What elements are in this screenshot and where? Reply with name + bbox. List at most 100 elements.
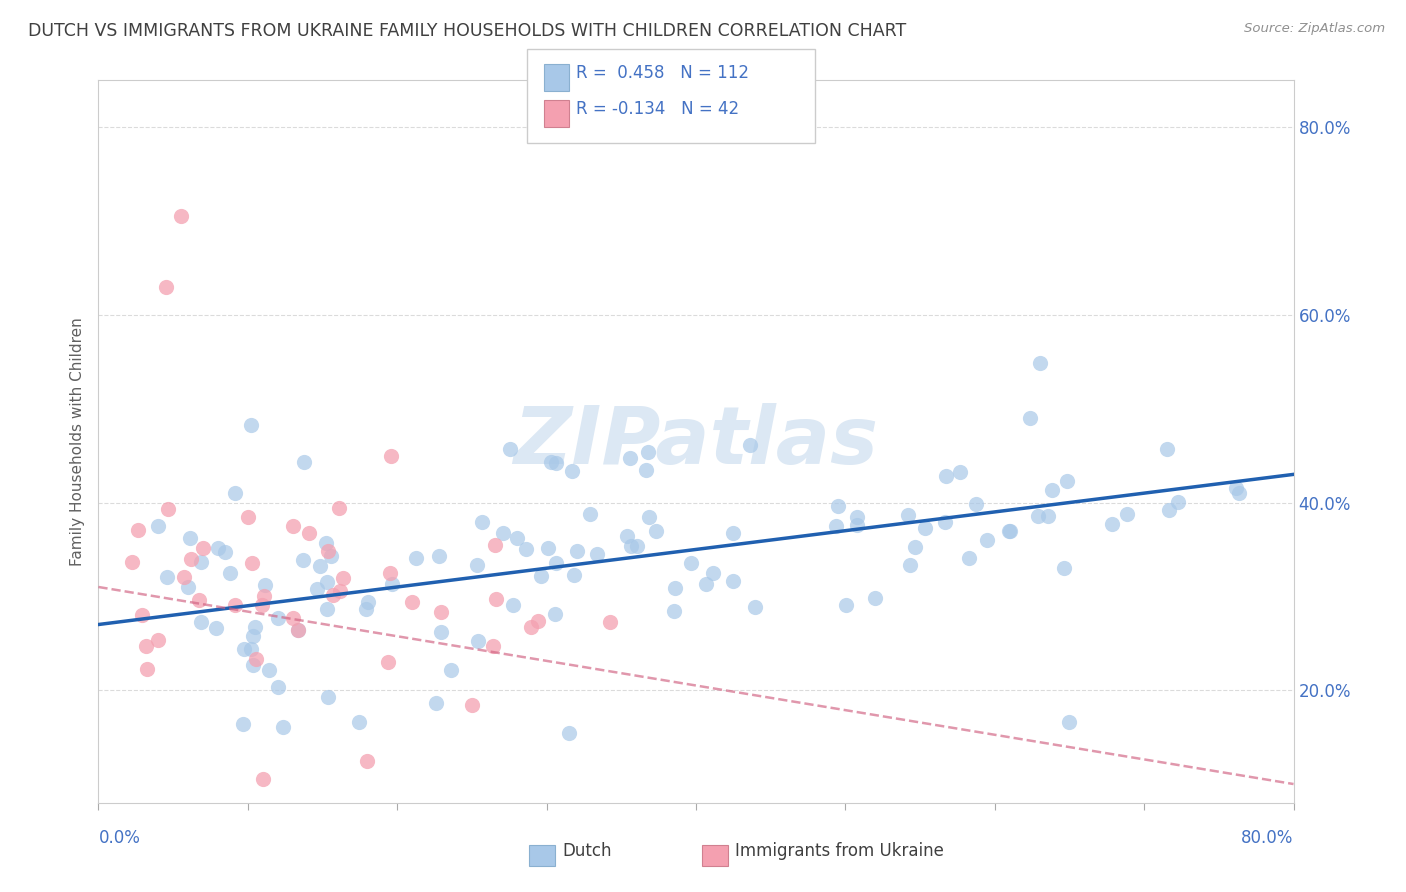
Point (136, 662, 159, 676)
Point (863, 591, 886, 606)
Point (544, 607, 567, 621)
Text: R = -0.134   N = 42: R = -0.134 N = 42 (576, 100, 740, 118)
Point (1227, 486, 1250, 500)
Point (579, 507, 602, 521)
Point (354, 602, 377, 616)
Point (316, 544, 339, 558)
Point (253, 589, 276, 603)
Text: 80.0%: 80.0% (1241, 829, 1294, 847)
Point (934, 516, 956, 530)
Point (998, 524, 1021, 538)
Point (427, 549, 450, 563)
Point (835, 598, 858, 612)
Point (485, 592, 508, 607)
Point (898, 558, 921, 573)
Point (1167, 495, 1189, 509)
Point (481, 639, 503, 653)
Point (1157, 502, 1180, 516)
Point (544, 456, 567, 470)
Point (721, 525, 744, 540)
Point (695, 577, 717, 591)
Point (146, 633, 169, 648)
Text: Source: ZipAtlas.com: Source: ZipAtlas.com (1244, 22, 1385, 36)
Point (309, 558, 332, 573)
Point (1225, 481, 1247, 495)
Point (287, 623, 309, 637)
Point (239, 418, 262, 433)
Point (461, 698, 484, 713)
Point (914, 521, 936, 535)
Point (439, 664, 461, 678)
Point (738, 438, 761, 452)
Point (156, 570, 179, 584)
Point (515, 541, 537, 556)
Point (316, 601, 339, 615)
Point (242, 629, 264, 643)
Point (242, 658, 264, 673)
Point (564, 568, 586, 582)
Point (250, 598, 273, 612)
Point (620, 539, 643, 553)
Point (520, 620, 543, 634)
Point (1029, 356, 1052, 370)
Point (467, 634, 489, 648)
Point (173, 570, 195, 584)
Point (998, 524, 1021, 539)
Point (243, 620, 266, 634)
Point (236, 509, 259, 524)
Bar (529, 846, 555, 865)
Point (1115, 507, 1137, 521)
Point (957, 550, 980, 565)
Text: DUTCH VS IMMIGRANTS FROM UKRAINE FAMILY HOUSEHOLDS WITH CHILDREN CORRELATION CHA: DUTCH VS IMMIGRANTS FROM UKRAINE FAMILY … (28, 22, 907, 40)
Point (540, 455, 562, 469)
Point (377, 655, 399, 669)
Point (492, 526, 515, 541)
Point (1053, 561, 1076, 575)
Point (292, 455, 315, 469)
Point (634, 462, 657, 476)
Point (827, 499, 849, 513)
Point (233, 641, 256, 656)
Point (245, 652, 267, 666)
Point (127, 523, 149, 537)
Point (190, 615, 212, 630)
Point (131, 607, 153, 622)
Point (638, 509, 661, 524)
Point (846, 518, 869, 533)
Point (1101, 517, 1123, 532)
Point (949, 465, 972, 479)
Point (381, 577, 404, 591)
Point (565, 543, 588, 558)
Point (347, 714, 370, 729)
Point (467, 558, 489, 572)
Point (1056, 474, 1078, 488)
Point (219, 566, 242, 580)
Point (616, 529, 638, 543)
Point (179, 531, 201, 545)
Point (702, 566, 724, 580)
Point (356, 754, 378, 768)
Text: ZIPatlas: ZIPatlas (513, 402, 879, 481)
Point (1038, 509, 1060, 524)
Point (190, 555, 212, 569)
Point (191, 541, 214, 555)
Point (401, 594, 423, 608)
Point (232, 717, 254, 731)
Point (298, 526, 321, 541)
Point (662, 604, 685, 618)
Point (121, 555, 143, 569)
Text: Dutch: Dutch (562, 842, 612, 860)
Point (328, 501, 350, 516)
Point (224, 598, 246, 612)
Point (271, 720, 294, 734)
Point (322, 588, 344, 602)
Point (626, 539, 648, 553)
Point (561, 464, 583, 478)
Point (380, 449, 402, 463)
Point (558, 726, 581, 740)
Point (177, 580, 200, 594)
Point (825, 519, 848, 533)
Point (318, 690, 340, 705)
Point (585, 548, 607, 562)
Point (645, 524, 668, 539)
